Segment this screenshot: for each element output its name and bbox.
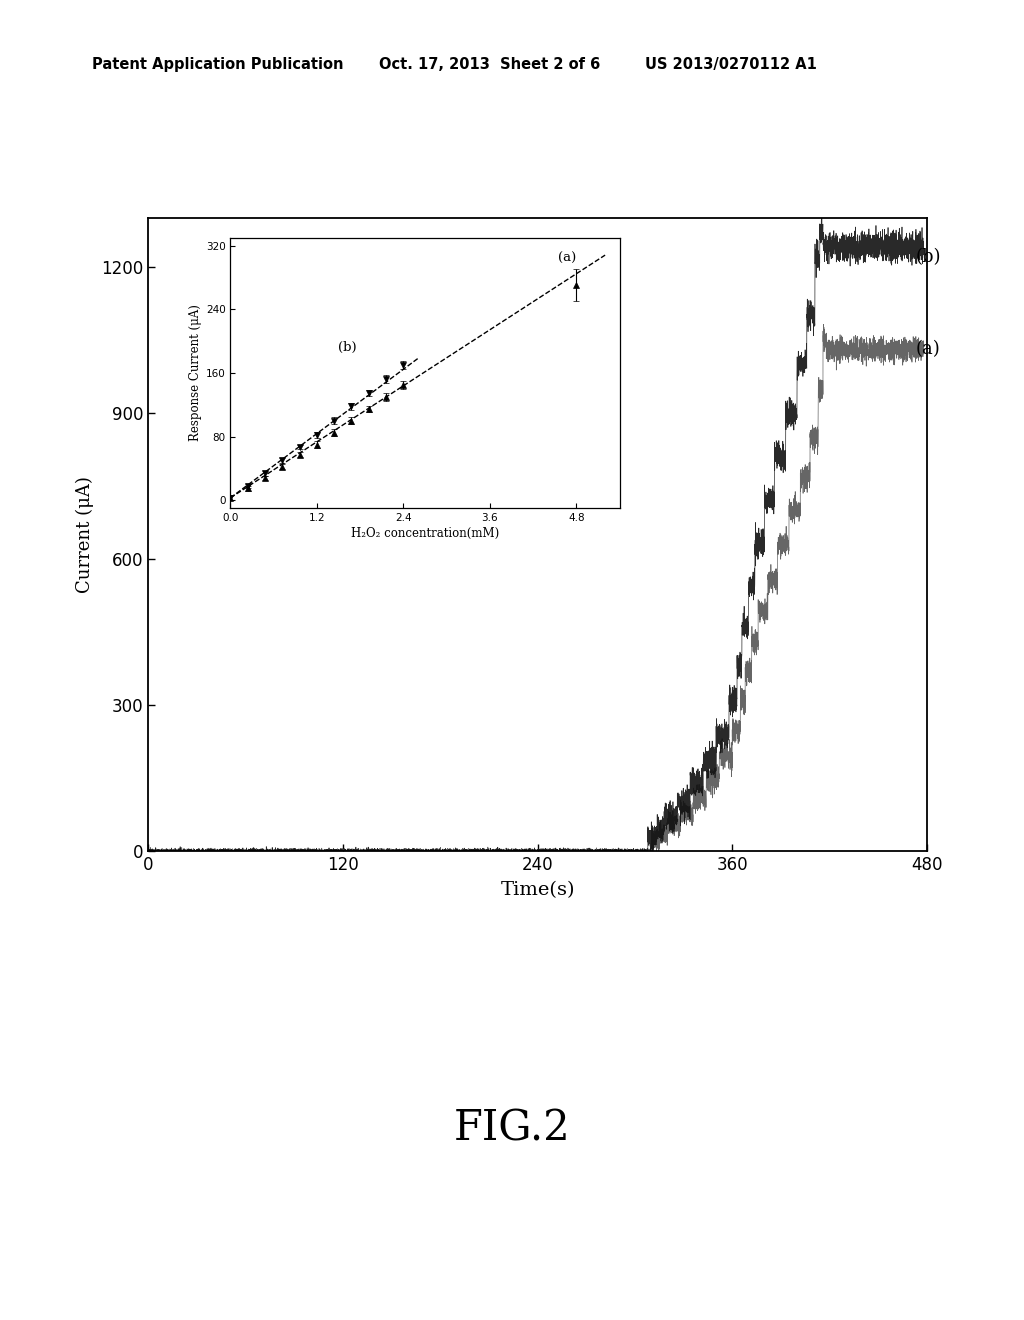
Text: (a): (a) <box>915 341 940 359</box>
X-axis label: Time(s): Time(s) <box>501 882 574 899</box>
Y-axis label: Current (μA): Current (μA) <box>76 477 94 593</box>
Text: (b): (b) <box>915 248 941 265</box>
Text: (a): (a) <box>558 252 577 264</box>
Text: US 2013/0270112 A1: US 2013/0270112 A1 <box>645 57 817 71</box>
Y-axis label: Response Current (μA): Response Current (μA) <box>188 305 202 441</box>
X-axis label: H₂O₂ concentration(mM): H₂O₂ concentration(mM) <box>351 527 499 540</box>
Text: (b): (b) <box>339 341 357 354</box>
Text: Patent Application Publication: Patent Application Publication <box>92 57 344 71</box>
Text: Oct. 17, 2013  Sheet 2 of 6: Oct. 17, 2013 Sheet 2 of 6 <box>379 57 600 71</box>
Text: FIG.2: FIG.2 <box>454 1107 570 1150</box>
